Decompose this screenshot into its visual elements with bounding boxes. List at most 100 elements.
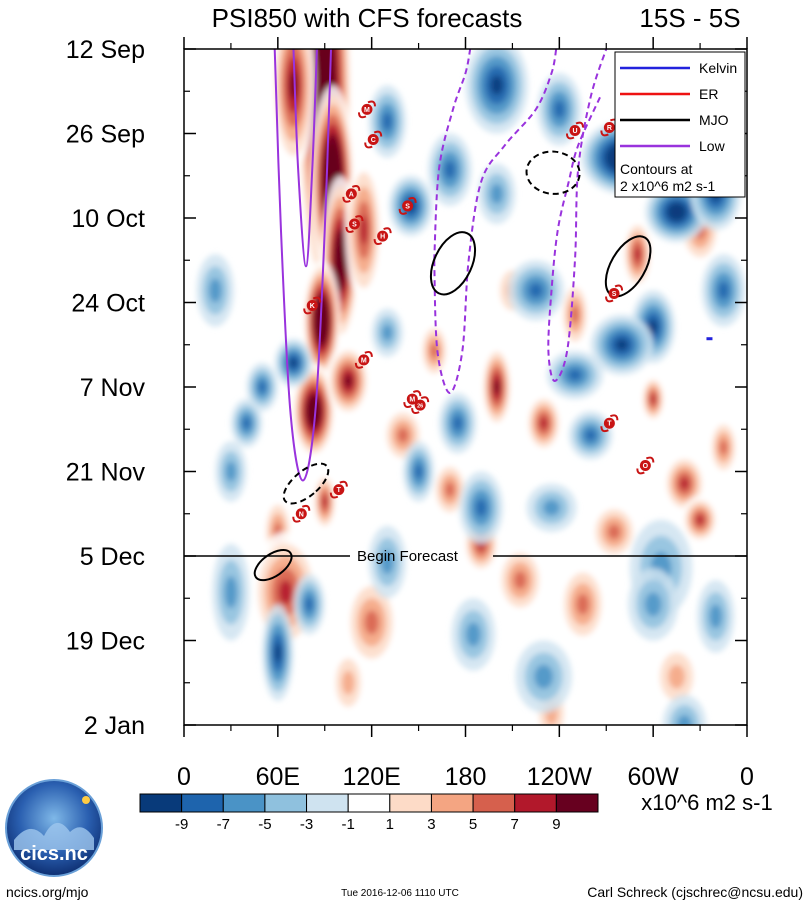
storm-marker-10: K [303,296,322,315]
storm-marker-11: M [354,350,373,369]
mjo-contour-2 [525,150,581,195]
storm-marker-8: H [373,227,392,245]
x-tick-label-2: 120E [342,763,400,791]
storm-marker-14: T [600,414,619,433]
y-tick-label-4: 7 Nov [80,374,146,402]
x-tick-label-3: 180 [445,763,487,791]
x-tick-label-0: 0 [177,763,191,791]
x-tick-label-1: 60E [256,763,300,791]
storm-label-2: U [572,128,577,135]
legend-label-0: Kelvin [699,60,737,76]
storm-marker-13: 26 [411,396,430,414]
storm-label-1: M [364,107,370,114]
storm-marker-4: C [364,130,383,149]
y-tick-label-0: 12 Sep [66,36,145,64]
low-contour-4 [547,49,608,382]
storm-marker-9: S [605,284,624,303]
legend-note-2: 2 x10^6 m2 s-1 [620,178,715,194]
cics-logo: cics.nc [5,779,103,877]
low-contour-0 [292,49,318,268]
storm-label-14: T [607,421,612,428]
storm-label-11: M [361,357,367,364]
legend: Kelvin ER MJO Low Contours at 2 x10^6 m2 s-… [614,51,746,198]
storm-label-5: A [349,191,354,198]
storm-label-4: C [371,137,376,144]
colorbar-swatch-5 [347,793,391,813]
y-tick-label-6: 5 Dec [80,543,145,571]
x-tick-label-4: 120W [527,763,593,791]
storm-marker-6: S [398,197,417,215]
colorbar-swatch-7 [430,793,474,813]
storm-label-10: K [310,303,315,310]
colorbar-swatch-2 [222,793,266,813]
y-tick-label-5: 21 Nov [66,459,146,487]
y-tick-label-8: 2 Jan [84,712,145,740]
storm-label-6: S [405,203,410,210]
footer-author: Carl Schreck (cjschrec@ncsu.edu) [587,884,803,900]
y-axis: 12 Sep 26 Sep 10 Oct 24 Oct 7 Nov 21 Nov 5 Dec… [66,36,747,740]
low-contour-1 [273,49,333,482]
storm-marker-7: S [345,215,364,233]
colorbar-swatch-6 [389,793,432,813]
forecast-label: Begin Forecast [357,548,459,565]
logo-text: cics.nc [20,843,88,865]
colorbar-swatch-8 [472,793,516,813]
legend-label-3: Low [699,138,726,154]
low-contour-2 [433,49,472,261]
colorbar-label-4: -1 [342,816,355,833]
y-tick-label-1: 26 Sep [66,121,145,149]
low-contours [273,49,608,482]
colorbar-label-8: 7 [511,816,519,833]
colorbar-swatch-9 [514,793,557,813]
colorbar-label-9: 9 [552,816,560,833]
colorbar-label-5: 1 [386,816,394,833]
storm-marker-2: U [565,121,584,140]
y-tick-label-3: 24 Oct [71,290,145,318]
storm-label-13: 26 [417,404,423,410]
storm-label-3: R [607,125,612,132]
x-tick-label-5: 60W [627,763,679,791]
colorbar-label-6: 3 [427,816,435,833]
storm-marker-15: O [636,456,655,475]
storm-label-8: H [380,234,385,241]
storm-label-17: N [299,511,304,518]
storm-marker-3: R [600,118,619,137]
colorbar-units: x10^6 m2 s-1 [641,790,772,815]
storm-label-12: M [409,397,415,404]
colorbar: -9 -7 -5 -3 -1 1 3 5 7 9 [139,793,599,833]
storm-marker-1: M [357,100,376,119]
x-axis: 0 60E 120E 180 120W 60W 0 [177,37,754,791]
colorbar-label-7: 5 [469,816,477,833]
colorbar-label-1: -7 [217,816,230,833]
legend-label-2: MJO [699,112,729,128]
legend-box [614,51,746,198]
colorbar-swatch-3 [264,793,308,813]
storm-label-16: T [337,487,342,494]
chart-title: PSI850 with CFS forecasts [212,3,523,33]
y-tick-label-2: 10 Oct [71,205,145,233]
storm-marker-17: N [292,504,311,523]
storm-marker-16: T [329,480,348,499]
colorbar-swatch-1 [181,793,224,813]
mjo-contour-3 [282,462,330,505]
y-tick-label-7: 19 Dec [66,628,145,656]
colorbar-label-3: -3 [300,816,313,833]
storm-label-7: S [352,222,357,229]
footer-timestamp: Tue 2016-12-06 1110 UTC [341,888,459,899]
psi850-field [196,49,746,725]
mjo-contour-0 [429,231,477,296]
colorbar-label-2: -5 [258,816,271,833]
legend-note-1: Contours at [620,161,692,177]
footer-url[interactable]: ncics.org/mjo [6,884,89,900]
legend-label-1: ER [699,86,718,102]
storm-label-15: O [643,463,649,470]
colorbar-label-0: -9 [175,816,188,833]
x-tick-label-6: 0 [740,763,754,791]
storm-label-9: S [612,291,617,298]
storm-marker-12: M [403,390,422,408]
colorbar-swatch-10 [555,793,599,813]
colorbar-swatch-4 [306,793,349,813]
storm-marker-5: A [342,184,361,203]
region-label: 15S - 5S [639,3,740,33]
